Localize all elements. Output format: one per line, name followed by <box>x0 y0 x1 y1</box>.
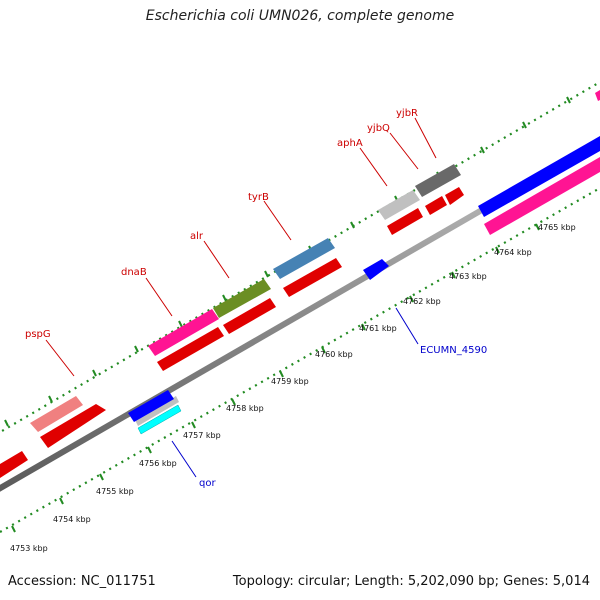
gene-label: tyrB <box>248 192 269 203</box>
gene-label: yjbQ <box>367 123 390 134</box>
gene-block-red-alr <box>223 298 276 334</box>
ruler-label: 4755 kbp <box>96 487 134 496</box>
gene-label: pspG <box>25 329 51 340</box>
accession-text: Accession: NC_011751 <box>8 574 156 589</box>
ruler-labels: 4753 kbp 4754 kbp 4755 kbp 4756 kbp 4757… <box>10 223 576 553</box>
gene-label: qor <box>199 478 216 489</box>
gene-block-pspg <box>30 396 83 432</box>
gene-block-pink-large <box>484 157 600 235</box>
leader-pspg <box>45 339 75 377</box>
leader-apha <box>359 147 388 187</box>
outer-tick-track <box>0 81 600 434</box>
leader-yjbq <box>389 132 419 170</box>
ruler-label: 4762 kbp <box>403 297 441 306</box>
gene-block-alr <box>213 279 271 318</box>
gene-label: ECUMN_4590 <box>420 345 487 356</box>
ruler-label: 4757 kbp <box>183 431 221 440</box>
gene-block-ecumn-4590 <box>363 259 389 280</box>
gene-block-blue-large <box>478 136 600 217</box>
ruler-label: 4765 kbp <box>538 223 576 232</box>
ruler-label: 4764 kbp <box>494 248 532 257</box>
genome-summary-text: Topology: circular; Length: 5,202,090 bp… <box>232 574 590 589</box>
gene-block-silver-rev <box>135 396 179 426</box>
ruler-label: 4759 kbp <box>271 377 309 386</box>
forward-strand-features <box>0 90 600 478</box>
ruler-label: 4760 kbp <box>315 350 353 359</box>
ruler-label: 4756 kbp <box>139 459 177 468</box>
leader-tyrb <box>263 200 292 241</box>
gene-block-red-yjbq <box>425 196 447 215</box>
reverse-strand-features <box>128 136 600 435</box>
ruler-label: 4753 kbp <box>10 544 48 553</box>
ruler-label: 4763 kbp <box>449 272 487 281</box>
gene-label: aphA <box>337 138 363 149</box>
ruler-label: 4761 kbp <box>359 324 397 333</box>
gene-block-tyrb <box>273 238 335 279</box>
leader-dnab <box>145 277 173 317</box>
ruler-label: 4754 kbp <box>53 515 91 524</box>
gene-block-edge-pink <box>595 90 600 101</box>
label-leaders <box>45 117 437 478</box>
outer-major-ticks <box>4 96 571 427</box>
gene-block-apha <box>378 190 420 220</box>
leader-yjbr <box>414 117 437 159</box>
gene-label: yjbR <box>396 108 418 119</box>
inner-tick-track <box>0 187 600 533</box>
leader-qor <box>171 440 197 478</box>
gene-block-qor <box>137 404 182 435</box>
gene-block-yjbr <box>445 187 464 205</box>
gene-block-red-tyrb <box>283 258 342 297</box>
leader-ecumn-4590 <box>395 307 419 345</box>
ruler-label: 4758 kbp <box>226 404 264 413</box>
gene-block-red-pspg <box>40 404 106 448</box>
map-title: Escherichia coli UMN026, complete genome <box>145 8 455 24</box>
gene-block-yjbq <box>415 164 461 197</box>
gene-block-red-dnab <box>157 327 224 371</box>
reverse-gene-labels: qor ECUMN_4590 <box>199 345 487 489</box>
gene-block-red-edge <box>0 451 28 478</box>
gene-label: dnaB <box>121 267 147 278</box>
gene-block-red-apha <box>387 208 423 235</box>
inner-major-ticks <box>11 223 540 533</box>
leader-alr <box>203 240 230 279</box>
forward-gene-labels: pspG dnaB alr tyrB aphA yjbQ yjbR <box>25 108 418 340</box>
gene-label: alr <box>190 231 204 242</box>
gene-block-dnab <box>148 309 219 356</box>
gene-block-blue-rev <box>128 390 174 422</box>
